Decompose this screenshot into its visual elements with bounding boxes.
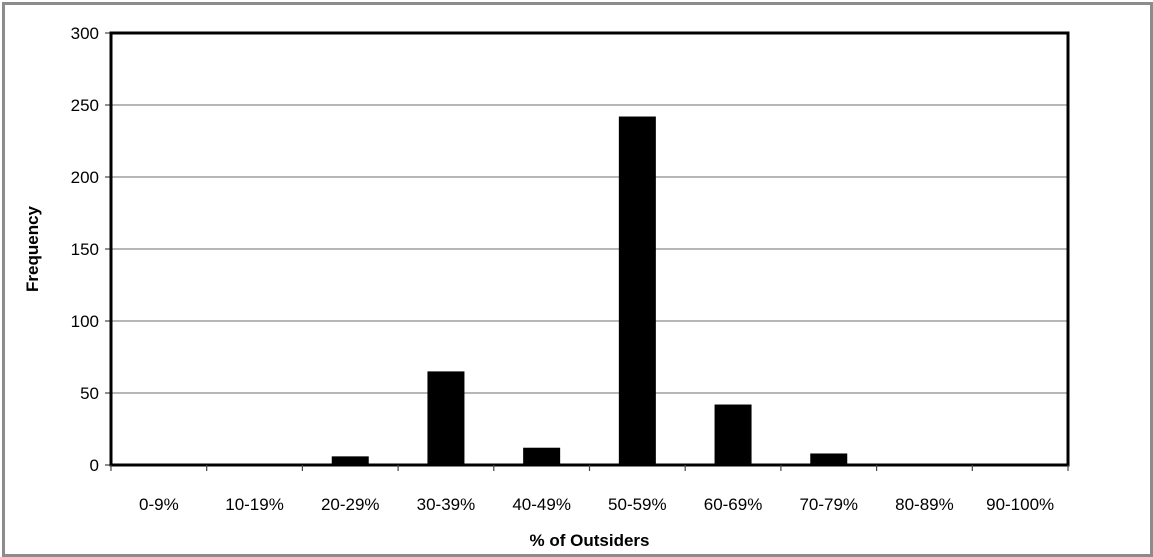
bar-70-79% <box>810 453 848 465</box>
y-tick-label: 200 <box>71 168 99 187</box>
tick-labels: 0 50 100 150 200 250 300 0-9% 10-19% 20-29% 30-39%… <box>71 24 1055 514</box>
x-tick-label: 20-29% <box>321 495 380 514</box>
bar-20-29% <box>331 456 369 465</box>
y-tick-label: 300 <box>71 24 99 43</box>
bars <box>236 116 848 466</box>
x-tick-label: 0-9% <box>139 495 179 514</box>
y-tick-label: 0 <box>90 456 99 475</box>
x-tick-label: 70-79% <box>799 495 858 514</box>
y-tick-label: 150 <box>71 240 99 259</box>
y-tick-label: 100 <box>71 312 99 331</box>
x-tick-label: 50-59% <box>608 495 667 514</box>
x-tick-label: 90-100% <box>986 495 1054 514</box>
axes <box>105 31 1070 471</box>
y-tick-label: 250 <box>71 96 99 115</box>
x-tick-label: 10-19% <box>225 495 284 514</box>
y-tick-label: 50 <box>80 384 99 403</box>
gridlines <box>111 104 1068 394</box>
x-tick-label: 40-49% <box>512 495 571 514</box>
x-tick-label: 80-89% <box>895 495 954 514</box>
y-axis-title: Frequency <box>23 205 42 292</box>
bar-60-69% <box>714 404 752 465</box>
bar-50-59% <box>618 116 656 466</box>
bar-30-39% <box>427 371 465 465</box>
x-axis-title: % of Outsiders <box>530 531 650 550</box>
x-tick-label: 30-39% <box>417 495 476 514</box>
bar-40-49% <box>523 447 561 465</box>
x-tick-label: 60-69% <box>704 495 763 514</box>
